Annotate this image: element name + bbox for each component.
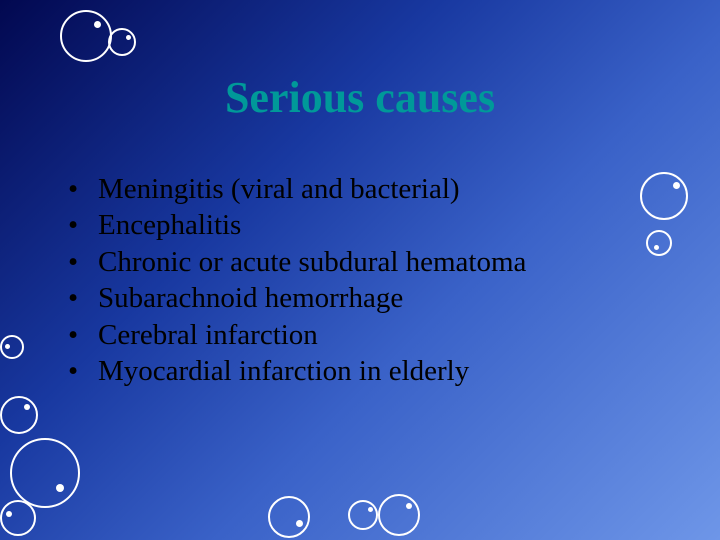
bubble-icon bbox=[268, 496, 310, 538]
bubble-highlight bbox=[24, 404, 30, 410]
bubble-icon bbox=[348, 500, 378, 530]
list-item: Cerebral infarction bbox=[68, 318, 526, 353]
bubble-highlight bbox=[5, 344, 10, 349]
bubble-icon bbox=[0, 396, 38, 434]
list-item: Chronic or acute subdural hematoma bbox=[68, 245, 526, 280]
bubble-highlight bbox=[406, 503, 412, 509]
bubble-highlight bbox=[654, 245, 659, 250]
bubble-icon bbox=[0, 500, 36, 536]
bubble-highlight bbox=[673, 182, 680, 189]
bubble-highlight bbox=[368, 507, 373, 512]
bubble-icon bbox=[108, 28, 136, 56]
list-item: Myocardial infarction in elderly bbox=[68, 354, 526, 389]
list-item: Subarachnoid hemorrhage bbox=[68, 281, 526, 316]
bullet-text: Myocardial infarction in elderly bbox=[98, 355, 469, 387]
list-item: Encephalitis bbox=[68, 208, 526, 243]
slide-title: Serious causes bbox=[0, 72, 720, 123]
bubble-highlight bbox=[6, 511, 12, 517]
bullet-text: Meningitis (viral and bacterial) bbox=[98, 173, 460, 205]
bubble-icon bbox=[640, 172, 688, 220]
bubble-icon bbox=[60, 10, 112, 62]
bubble-icon bbox=[378, 494, 420, 536]
bullet-list: Meningitis (viral and bacterial) Encepha… bbox=[68, 172, 526, 390]
slide: Serious causes Meningitis (viral and bac… bbox=[0, 0, 720, 540]
bullet-text: Encephalitis bbox=[98, 209, 241, 241]
bubble-icon bbox=[10, 438, 80, 508]
bullet-text: Cerebral infarction bbox=[98, 319, 318, 351]
bubble-highlight bbox=[296, 520, 303, 527]
bubble-highlight bbox=[94, 21, 101, 28]
bullet-text: Subarachnoid hemorrhage bbox=[98, 282, 403, 314]
bullet-text: Chronic or acute subdural hematoma bbox=[98, 246, 526, 278]
bubble-icon bbox=[0, 335, 24, 359]
bubble-highlight bbox=[56, 484, 64, 492]
list-item: Meningitis (viral and bacterial) bbox=[68, 172, 526, 207]
bubble-highlight bbox=[126, 35, 131, 40]
bubble-icon bbox=[646, 230, 672, 256]
